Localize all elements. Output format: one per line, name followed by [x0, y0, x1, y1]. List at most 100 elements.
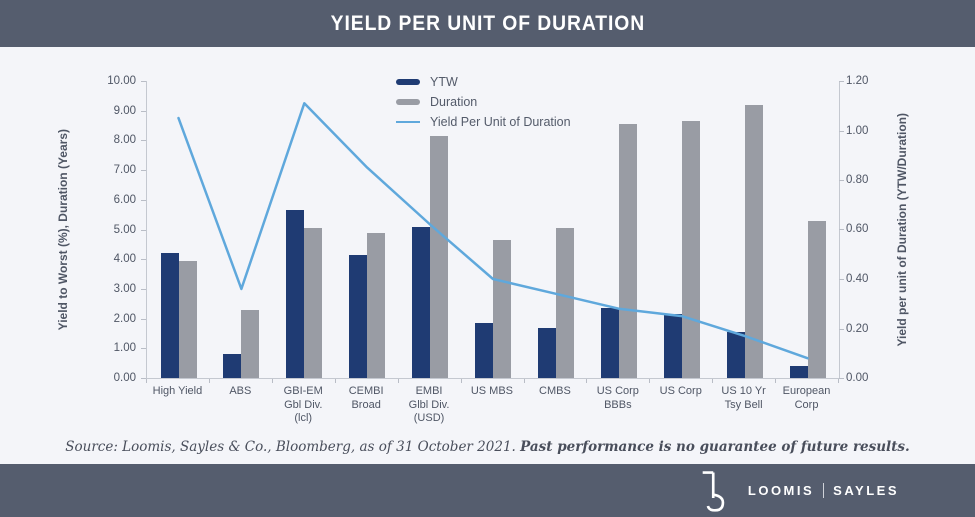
- y-axis-tick-label: 0.00: [846, 372, 869, 384]
- bar-duration: [241, 309, 260, 378]
- legend: YTW Duration Yield Per Unit of Duration: [396, 73, 571, 130]
- bar-ytw: [600, 308, 619, 378]
- bar-ytw: [726, 332, 745, 378]
- bar-ytw: [475, 323, 493, 378]
- loomis-sayles-ls-monogram-icon: [702, 470, 725, 512]
- chart-region: Yield to Worst (%), Duration (Years) Yie…: [0, 47, 975, 464]
- y-axis-tick-label: 2.00: [113, 313, 136, 325]
- legend-label: YTW: [430, 74, 458, 89]
- bar-duration: [367, 232, 386, 378]
- tick-mark: [141, 378, 146, 379]
- y-axis-tick-label: 9.00: [113, 105, 136, 117]
- y-axis-tick-label: 1.00: [846, 125, 869, 137]
- bar-ytw: [223, 354, 242, 378]
- right-axis-title: Yield per unit of Duration (YTW/Duration…: [895, 112, 909, 347]
- x-tick-mark: [523, 379, 525, 383]
- legend-item: Duration: [396, 93, 571, 110]
- legend-line-swatch-icon: [396, 120, 420, 123]
- ypud-line: [177, 102, 809, 360]
- bar-duration: [555, 228, 574, 378]
- bar-ytw: [789, 366, 808, 378]
- x-tick-mark: [397, 379, 399, 383]
- x-tick-mark: [775, 379, 777, 383]
- bar-duration: [618, 124, 637, 378]
- x-tick-mark: [208, 379, 210, 383]
- bar-ytw: [349, 254, 368, 378]
- x-axis-label: US Corp: [659, 385, 702, 397]
- x-tick-mark: [712, 379, 714, 383]
- x-tick-mark: [271, 379, 273, 383]
- x-axis-label: US 10 Yr Tsy Bell: [721, 385, 766, 411]
- bar-ytw: [286, 210, 305, 378]
- x-tick-mark: [334, 379, 336, 383]
- y-axis-tick-label: 4.00: [113, 253, 136, 265]
- legend-label: Duration: [430, 94, 478, 109]
- bar-duration: [681, 121, 700, 378]
- brand-wordmark: LOOMIS SAYLES: [748, 483, 899, 498]
- x-tick-mark: [649, 379, 651, 383]
- bar-duration: [304, 228, 323, 378]
- tick-mark: [141, 259, 146, 260]
- legend-label: Yield Per Unit of Duration: [430, 114, 571, 129]
- y-axis-tick-label: 0.40: [846, 273, 869, 285]
- legend-bar-swatch-icon: [396, 98, 420, 105]
- bar-ytw: [412, 226, 431, 378]
- bar-duration: [178, 260, 197, 378]
- source-note: Source: Loomis, Sayles & Co., Bloomberg,…: [0, 439, 975, 455]
- x-axis-label: US MBS: [470, 385, 514, 397]
- x-axis-label: High Yield: [152, 385, 203, 397]
- x-tick-mark: [838, 379, 839, 383]
- y-axis-tick-label: 1.00: [113, 342, 136, 354]
- tick-mark: [141, 81, 146, 82]
- x-axis-label: ABS: [229, 385, 252, 397]
- x-axis-label: US Corp BBBs: [596, 385, 639, 411]
- bar-ytw: [160, 253, 179, 378]
- tick-mark: [141, 111, 146, 112]
- tick-mark: [839, 131, 844, 132]
- x-axis-label: European Corp: [782, 385, 831, 411]
- bar-ytw: [537, 327, 556, 378]
- page-title: YIELD PER UNIT OF DURATION: [330, 11, 645, 35]
- bar-duration: [430, 135, 449, 378]
- footer-bar: LOOMIS SAYLES: [0, 464, 975, 517]
- left-axis-title-box: Yield to Worst (%), Duration (Years): [54, 81, 72, 378]
- x-tick-mark: [460, 379, 462, 383]
- y-axis-tick-label: 0.80: [846, 174, 869, 186]
- bar-ytw: [663, 314, 682, 378]
- y-axis-tick-label: 1.20: [846, 75, 869, 87]
- x-tick-mark: [586, 379, 588, 383]
- source-note-normal: Source: Loomis, Sayles & Co., Bloomberg,…: [65, 439, 521, 455]
- y-axis-tick-label: 6.00: [113, 194, 136, 206]
- y-axis-tick-label: 5.00: [113, 224, 136, 236]
- y-axis-tick-label: 0.20: [846, 323, 869, 335]
- tick-mark: [141, 170, 146, 171]
- brand-loomis: LOOMIS: [747, 483, 815, 498]
- bar-duration: [493, 239, 511, 378]
- legend-item: Yield Per Unit of Duration: [396, 113, 571, 130]
- plot-area: [146, 81, 840, 379]
- y-axis-tick-label: 0.60: [846, 223, 869, 235]
- ypud-line-layer: [177, 102, 809, 360]
- tick-mark: [839, 329, 844, 330]
- tick-mark: [839, 229, 844, 230]
- x-axis-label: EMBI Glbl Div. (USD): [408, 385, 450, 424]
- tick-mark: [839, 378, 844, 379]
- tick-mark: [141, 348, 146, 349]
- y-axis-tick-label: 3.00: [113, 283, 136, 295]
- brand-sayles: SAYLES: [833, 483, 899, 498]
- left-axis-title: Yield to Worst (%), Duration (Years): [56, 128, 70, 331]
- tick-mark: [839, 81, 844, 82]
- x-axis-label: CMBS: [539, 385, 571, 397]
- x-axis-label: GBI-EM Gbl Div. (lcl): [283, 385, 323, 424]
- tick-mark: [141, 319, 146, 320]
- source-note-bold: Past performance is no guarantee of futu…: [520, 439, 910, 455]
- legend-item: YTW: [396, 73, 571, 90]
- tick-mark: [141, 289, 146, 290]
- tick-mark: [141, 230, 146, 231]
- y-axis-tick-label: 8.00: [113, 134, 136, 146]
- title-bar: YIELD PER UNIT OF DURATION: [0, 0, 975, 47]
- bar-duration: [807, 220, 826, 378]
- x-tick-mark: [146, 379, 147, 383]
- tick-mark: [141, 140, 146, 141]
